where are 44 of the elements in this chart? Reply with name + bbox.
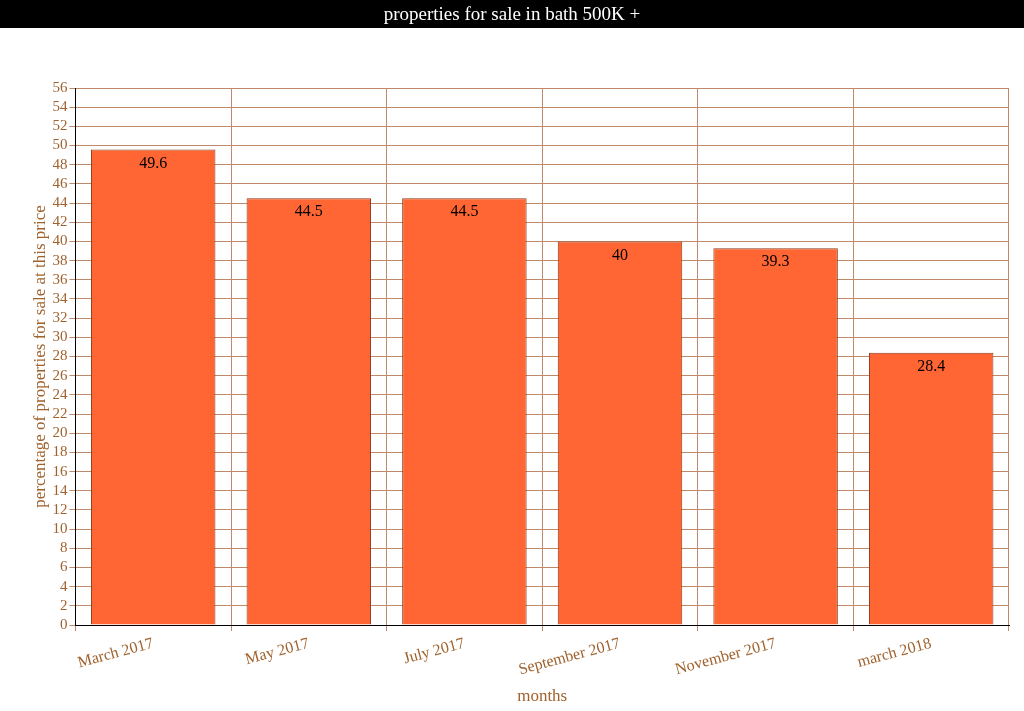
y-tick-label: 28 — [52, 347, 68, 364]
x-tick-label: May 2017 — [243, 633, 311, 669]
y-tick-label: 38 — [52, 251, 68, 268]
data-label: 49.6 — [139, 153, 168, 171]
x-tick-label: March 2017 — [75, 633, 156, 671]
y-tick-label: 24 — [52, 385, 68, 402]
y-tick-label: 56 — [52, 78, 68, 95]
x-tick-label: march 2018 — [855, 633, 934, 670]
y-tick-label: 6 — [59, 558, 68, 575]
y-tick-label: 46 — [52, 174, 68, 191]
x-tick-label: July 2017 — [401, 633, 467, 668]
x-tick-label: November 2017 — [673, 633, 778, 678]
y-tick-label: 20 — [52, 424, 68, 441]
y-tick-label: 16 — [52, 462, 68, 479]
y-tick-label: 40 — [52, 232, 68, 249]
x-axis-title: months — [517, 686, 568, 706]
y-tick-label: 30 — [52, 328, 68, 345]
y-tick-label: 50 — [52, 136, 68, 153]
y-tick-label: 54 — [52, 98, 68, 115]
y-tick-label: 42 — [52, 213, 68, 230]
data-label: 28.4 — [917, 356, 946, 374]
y-tick-label: 14 — [52, 481, 68, 498]
y-tick-label: 8 — [59, 539, 68, 556]
y-tick-label: 22 — [52, 404, 68, 421]
y-tick-label: 10 — [52, 520, 68, 537]
data-label: 44.5 — [450, 202, 479, 220]
data-label: 39.3 — [761, 252, 790, 270]
y-tick-label: 36 — [52, 270, 68, 287]
y-tick-label: 32 — [52, 309, 68, 326]
data-label: 44.5 — [294, 202, 323, 220]
y-tick-label: 44 — [52, 194, 68, 211]
y-tick-label: 0 — [59, 615, 68, 632]
y-tick-label: 52 — [52, 117, 68, 134]
x-tick-label: September 2017 — [516, 633, 623, 679]
y-tick-label: 48 — [52, 155, 68, 172]
y-tick-label: 12 — [52, 500, 68, 517]
y-tick-label: 26 — [52, 366, 68, 383]
y-axis-title: percentage of properties for sale at this price — [29, 205, 49, 508]
y-tick-label: 2 — [59, 596, 68, 613]
y-tick-label: 4 — [59, 577, 68, 594]
chart-title: properties for sale in bath 500K + — [0, 0, 1024, 28]
data-label: 40 — [612, 245, 628, 263]
y-tick-label: 18 — [52, 443, 68, 460]
y-tick-label: 34 — [52, 289, 68, 306]
